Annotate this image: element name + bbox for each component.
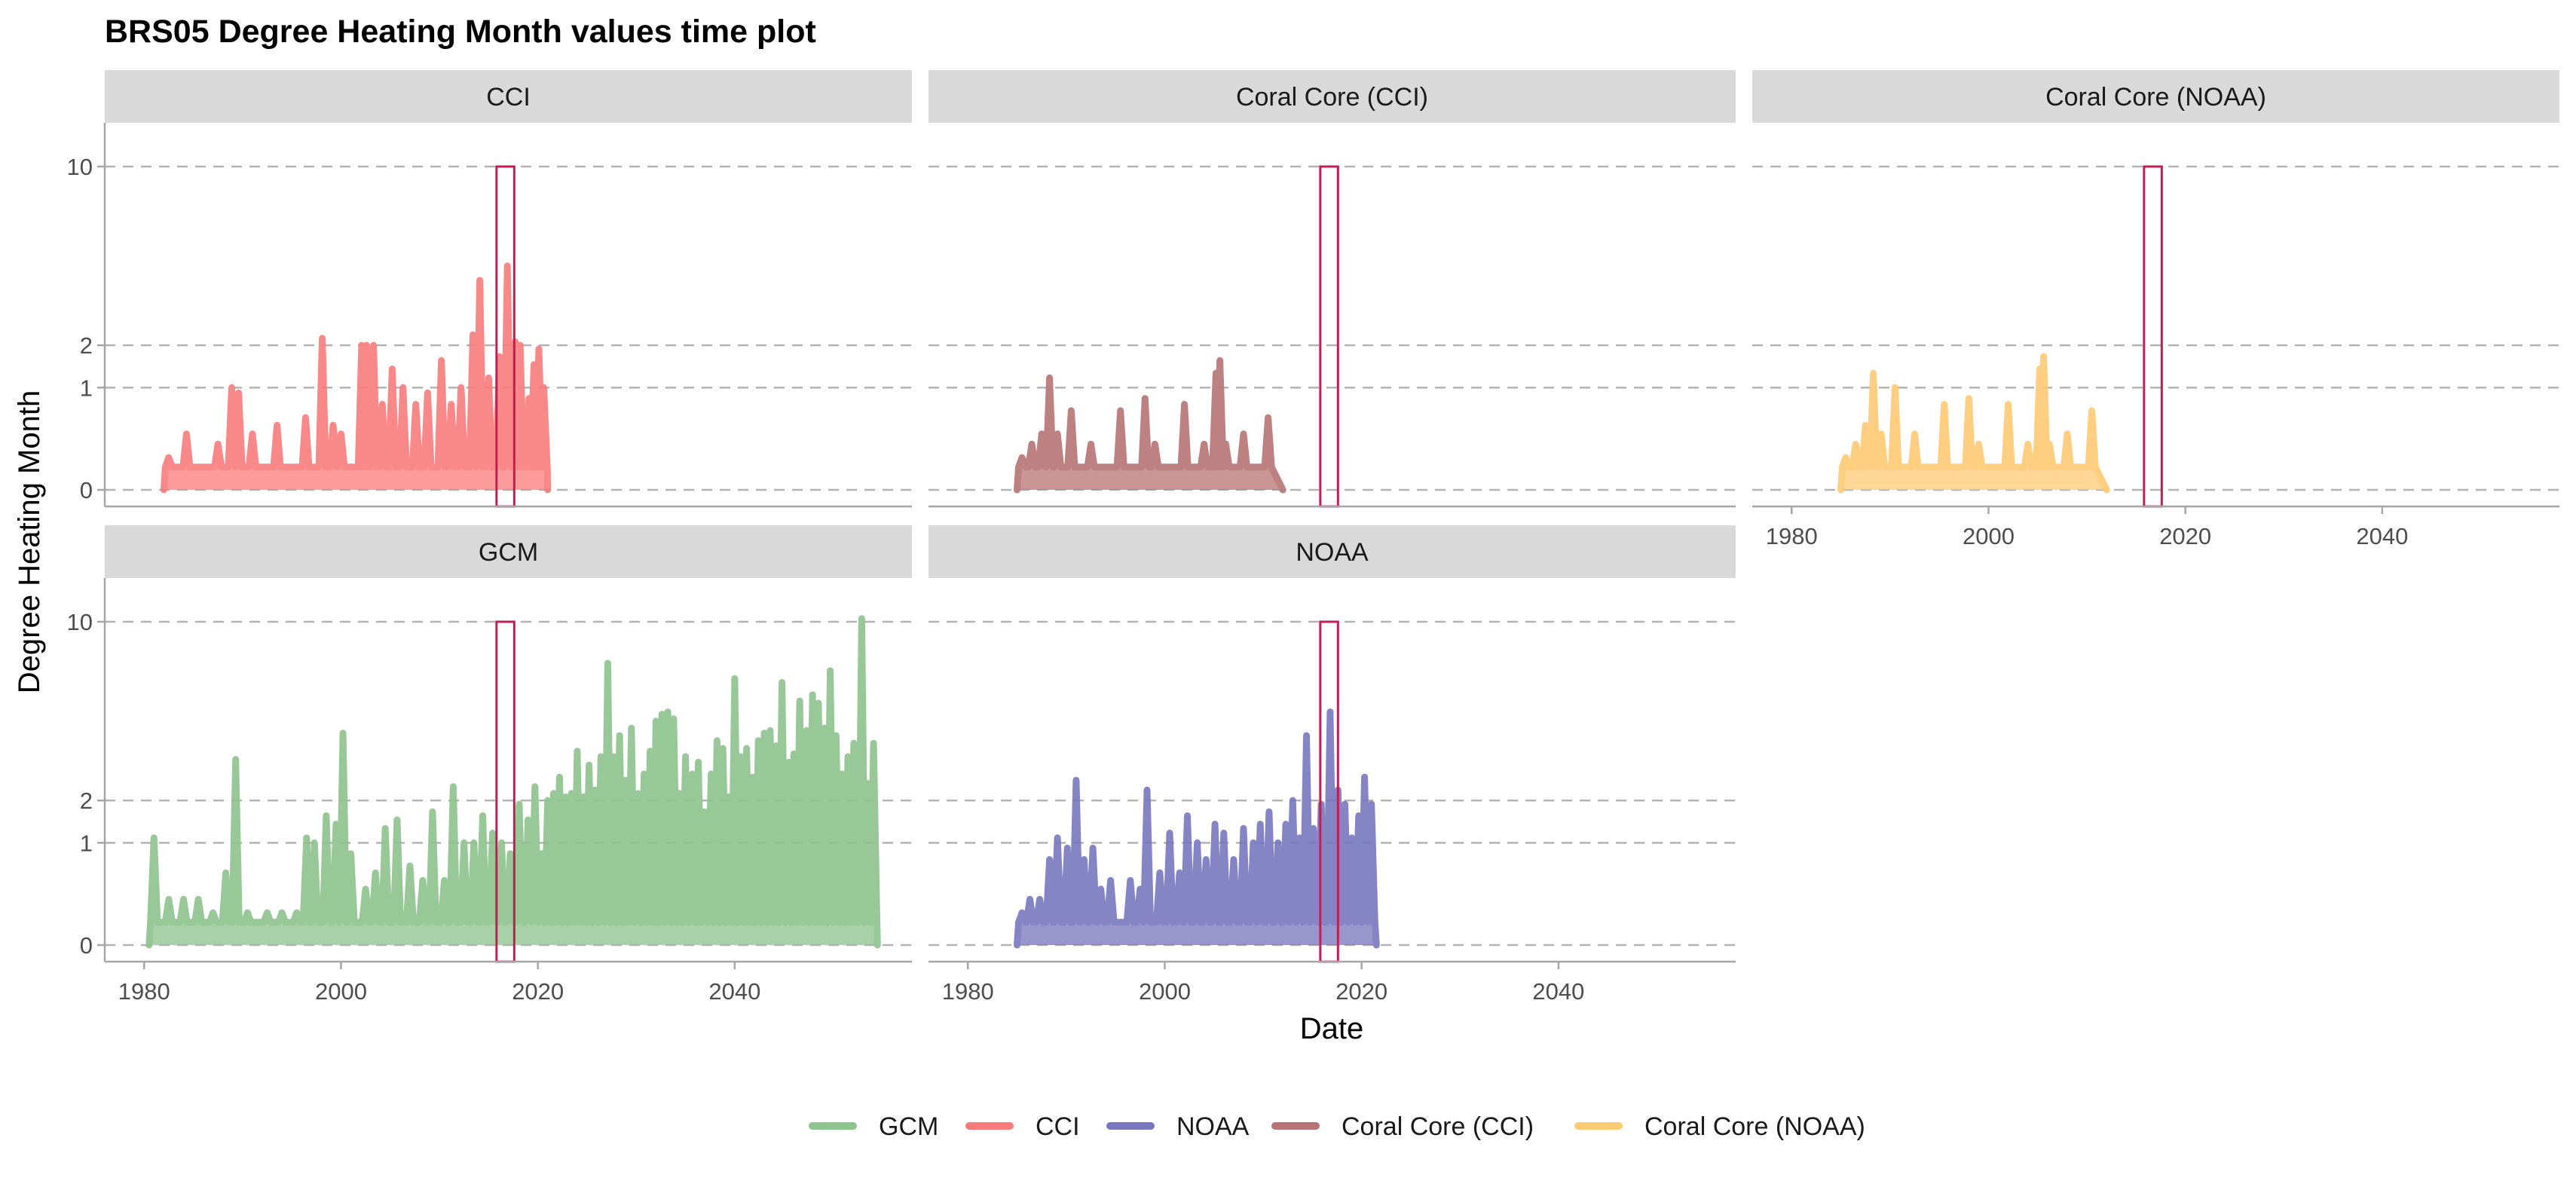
x-tick-label-2040: 2040 — [2356, 523, 2408, 549]
legend-item-noaa: NOAA — [1110, 1112, 1250, 1141]
strip-label-coral-core-cci: Coral Core (CCI) — [1236, 83, 1428, 112]
panel-coral-core-noaa: Coral Core (NOAA) 1980 2000 2020 2040 — [1752, 70, 2559, 549]
panel-coral-core-cci: Coral Core (CCI) — [929, 70, 1736, 506]
x-tick-label-2000: 2000 — [1139, 978, 1191, 1005]
x-tick-label-2000: 2000 — [1963, 523, 2015, 549]
x-tick-label-2040: 2040 — [1532, 978, 1584, 1005]
legend-label-gcm: GCM — [879, 1112, 938, 1141]
chart-title: BRS05 Degree Heating Month values time p… — [105, 14, 816, 50]
x-tick-label-2020: 2020 — [512, 978, 564, 1005]
series-line-noaa — [1017, 712, 1377, 945]
legend-label-coral-core-cci: Coral Core (CCI) — [1342, 1112, 1534, 1141]
x-tick-label-2020: 2020 — [2159, 523, 2211, 549]
y-tick-label-10: 10 — [67, 154, 93, 180]
x-tick-label-2040: 2040 — [708, 978, 760, 1005]
y-tick-label-0: 0 — [80, 932, 93, 959]
x-tick-label-1980: 1980 — [1766, 523, 1818, 549]
panel-cci: CCI 0 1 2 10 — [67, 70, 912, 506]
x-tick-label-2020: 2020 — [1335, 978, 1387, 1005]
y-tick-label-2: 2 — [80, 332, 93, 359]
x-tick-label-2000: 2000 — [315, 978, 367, 1005]
panel-noaa: NOAA 1980 2000 2020 2040 — [929, 525, 1736, 1005]
strip-label-coral-core-noaa: Coral Core (NOAA) — [2045, 83, 2266, 112]
legend: GCM CCI NOAA Coral Core (CCI) Coral Core (NO… — [812, 1112, 1865, 1141]
y-tick-label-0: 0 — [80, 477, 93, 503]
strip-label-noaa: NOAA — [1296, 538, 1369, 567]
y-tick-label-2: 2 — [80, 788, 93, 814]
x-tick-label-1980: 1980 — [118, 978, 170, 1005]
legend-item-coral-core-noaa: Coral Core (NOAA) — [1578, 1112, 1865, 1141]
x-axis-label: Date — [1300, 1012, 1364, 1045]
series-line-cci — [164, 266, 547, 490]
panel-gcm: GCM 0 1 2 10 1980 2000 2020 2040 — [67, 525, 912, 1005]
series-line-coral-core-noaa — [1841, 356, 2107, 490]
highlight-box-coral-core-noaa — [2144, 167, 2162, 506]
y-tick-label-10: 10 — [67, 609, 93, 635]
legend-item-coral-core-cci: Coral Core (CCI) — [1275, 1112, 1534, 1141]
y-axis-label: Degree Heating Month — [13, 390, 46, 693]
legend-label-noaa: NOAA — [1176, 1112, 1250, 1141]
series-line-coral-core-cci — [1017, 360, 1283, 490]
legend-item-cci: CCI — [969, 1112, 1080, 1141]
strip-label-gcm: GCM — [479, 538, 538, 567]
legend-item-gcm: GCM — [812, 1112, 938, 1141]
legend-label-coral-core-noaa: Coral Core (NOAA) — [1644, 1112, 1865, 1141]
strip-label-cci: CCI — [486, 83, 531, 112]
legend-label-cci: CCI — [1036, 1112, 1080, 1141]
y-tick-label-1: 1 — [80, 375, 93, 401]
x-tick-label-1980: 1980 — [942, 978, 994, 1005]
highlight-box-coral-core-cci — [1320, 167, 1338, 506]
y-tick-label-1: 1 — [80, 830, 93, 856]
